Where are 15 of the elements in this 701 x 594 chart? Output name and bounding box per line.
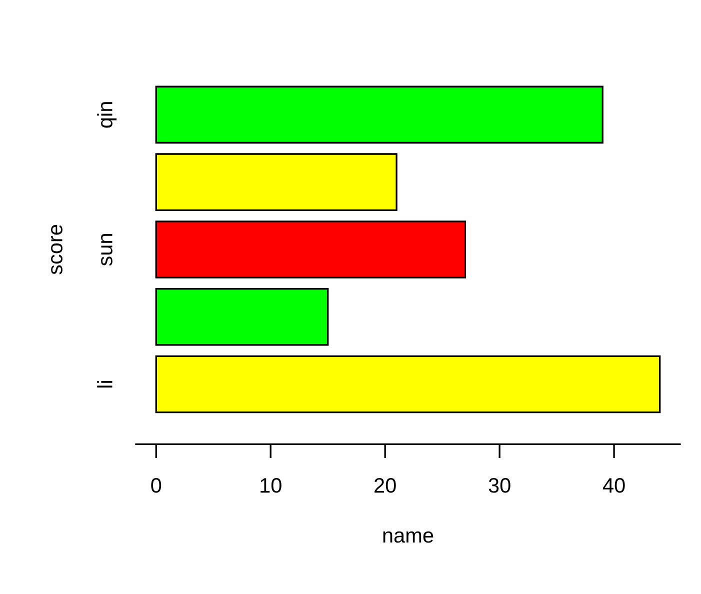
x-axis-title: name [383,531,434,543]
x-tick-label: 20 [374,478,396,493]
bar [155,288,329,346]
y-tick-label: sun [101,234,112,266]
x-tick-label: 40 [602,478,625,493]
y-tick-label: qin [97,102,117,128]
x-tick-label: 10 [260,478,282,493]
x-tick-label: 30 [488,478,510,493]
x-tick-label: 0 [151,478,162,493]
bar [155,355,661,414]
bar [155,86,604,144]
bar [155,153,398,211]
y-tick-label: li [97,381,112,388]
y-axis-title: score [51,224,62,274]
bar [155,220,466,278]
